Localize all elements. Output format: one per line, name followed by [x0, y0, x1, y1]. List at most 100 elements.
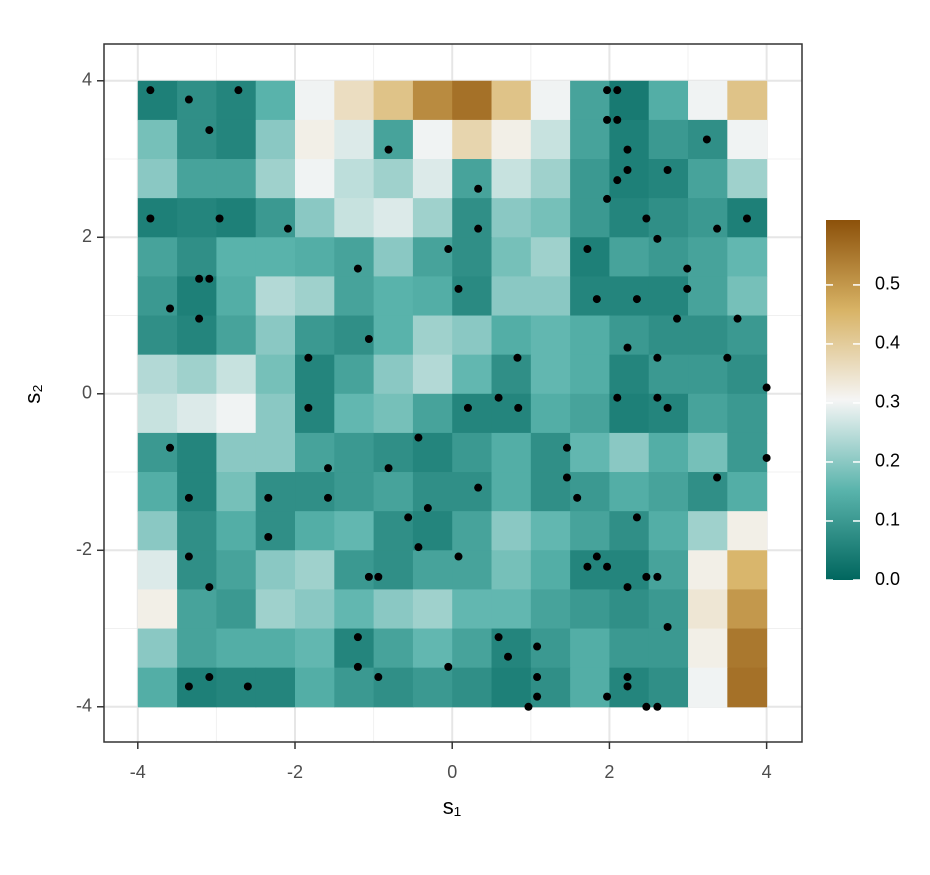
- heat-cell: [491, 472, 532, 512]
- heat-cell: [412, 550, 453, 590]
- point: [304, 353, 313, 362]
- x-tick-label: -4: [130, 762, 146, 782]
- heat-cell: [412, 80, 453, 121]
- heat-cell: [177, 119, 217, 160]
- heat-cell: [412, 628, 453, 669]
- heat-cell: [137, 393, 178, 434]
- heat-cell: [412, 237, 453, 277]
- point: [592, 552, 601, 561]
- point: [653, 702, 662, 711]
- heat-cell: [570, 198, 610, 238]
- heat-cell: [137, 119, 178, 160]
- heat-cell: [570, 667, 610, 708]
- heat-cell: [216, 119, 257, 160]
- point: [632, 295, 641, 304]
- heat-cell: [137, 315, 178, 356]
- point: [603, 194, 612, 203]
- heat-cell: [570, 511, 610, 551]
- heat-cell: [491, 198, 532, 238]
- heat-cell: [295, 550, 335, 590]
- point: [613, 393, 622, 402]
- point: [613, 86, 622, 95]
- y-tick-label: 0: [82, 383, 92, 403]
- heat-cell: [648, 315, 689, 356]
- heat-cell: [648, 589, 689, 630]
- heat-cell: [688, 628, 728, 669]
- point: [454, 284, 463, 293]
- x-tick-label: 4: [762, 762, 772, 782]
- heat-cell: [373, 432, 414, 473]
- colorbar: [826, 220, 860, 580]
- colorbar-label: 0.0: [875, 569, 900, 589]
- heat-cell: [216, 354, 257, 395]
- heat-cell: [334, 667, 375, 708]
- heat-cell: [452, 237, 493, 277]
- heat-cell: [177, 315, 217, 356]
- heat-cell: [137, 198, 178, 238]
- heat-cell: [727, 276, 768, 317]
- heat-cell: [530, 432, 571, 473]
- point: [384, 145, 393, 154]
- heat-cell: [177, 159, 217, 199]
- heat-cell: [530, 393, 571, 434]
- heat-cell: [570, 354, 610, 395]
- colorbar-label: 0.1: [875, 510, 900, 530]
- heat-cell: [137, 667, 178, 708]
- heat-cell: [216, 159, 257, 199]
- heat-cell: [530, 119, 571, 160]
- heat-cell: [216, 237, 257, 277]
- colorbar-label: 0.4: [875, 333, 900, 353]
- heat-cell: [648, 511, 689, 551]
- heat-cell: [177, 80, 217, 121]
- point: [642, 572, 651, 581]
- heat-cell: [295, 472, 335, 512]
- point: [623, 145, 632, 154]
- point: [623, 343, 632, 352]
- point: [762, 383, 771, 392]
- heat-cell: [452, 80, 493, 121]
- heat-cell: [688, 511, 728, 551]
- heat-cell: [137, 432, 178, 473]
- heat-cell: [530, 511, 571, 551]
- point: [562, 443, 571, 452]
- heat-cell: [530, 550, 571, 590]
- heat-cell: [530, 315, 571, 356]
- point: [474, 184, 483, 193]
- heat-cell: [295, 119, 335, 160]
- point: [623, 673, 632, 682]
- heat-cell: [412, 315, 453, 356]
- heat-cell: [255, 237, 296, 277]
- heat-cell: [727, 393, 768, 434]
- point: [642, 702, 651, 711]
- heat-cell: [334, 472, 375, 512]
- point: [653, 572, 662, 581]
- heat-cell: [609, 589, 650, 630]
- heat-cell: [688, 80, 728, 121]
- heat-cell: [334, 432, 375, 473]
- point: [504, 652, 513, 661]
- heat-cell: [609, 237, 650, 277]
- heat-cell: [570, 628, 610, 669]
- y-axis-title: s₂: [20, 384, 45, 404]
- heat-cell: [255, 628, 296, 669]
- heat-cell: [609, 119, 650, 160]
- heat-cell: [255, 315, 296, 356]
- heat-cell: [334, 276, 375, 317]
- heat-cell: [177, 511, 217, 551]
- heat-cell: [727, 315, 768, 356]
- heat-cell: [255, 472, 296, 512]
- heat-cell: [137, 550, 178, 590]
- heat-cell: [295, 237, 335, 277]
- heat-cell: [412, 472, 453, 512]
- points: [146, 86, 771, 711]
- point: [146, 214, 155, 223]
- point: [205, 583, 214, 592]
- heat-cell: [648, 198, 689, 238]
- heat-cell: [570, 119, 610, 160]
- point: [353, 662, 362, 671]
- heat-cell: [530, 589, 571, 630]
- heat-cell: [295, 198, 335, 238]
- heat-cell: [334, 80, 375, 121]
- heat-cell: [688, 432, 728, 473]
- heat-cell: [570, 237, 610, 277]
